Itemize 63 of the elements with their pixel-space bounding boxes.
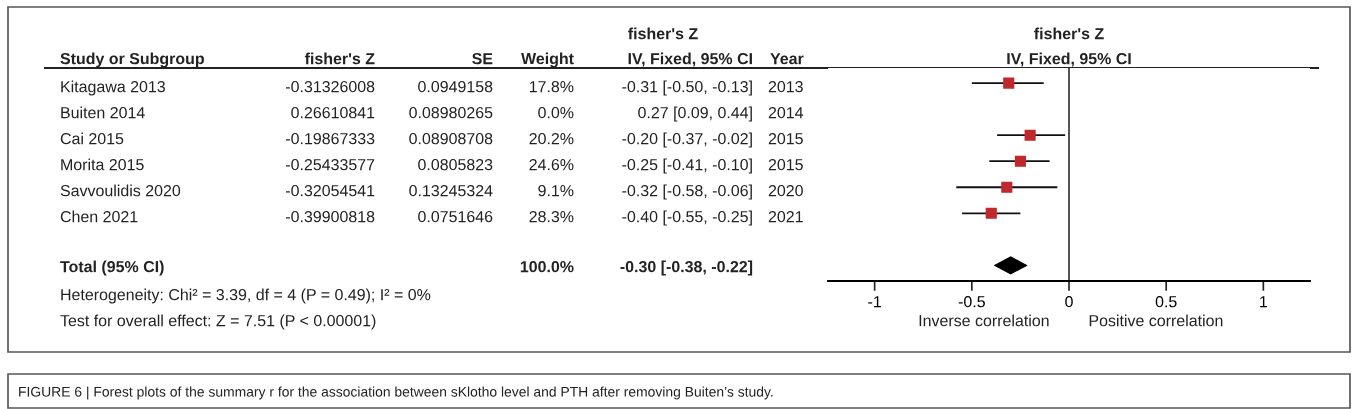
chart-subtitle: IV, Fixed, 95% CI [1007,52,1131,67]
point [1024,129,1036,141]
text: 0.08908708 [409,132,493,145]
text: -0.40 [-0.55, -0.25] [622,210,752,226]
text: -0.31 [-0.50, -0.13] [622,80,752,96]
text: -0.31326008 [286,80,375,93]
text: -0.39900818 [286,210,375,223]
text: Buiten 2014 [61,106,145,119]
text: IV, Fixed, 95% CI [628,52,752,67]
point [1001,181,1013,193]
text: 2013 [768,80,803,93]
text: 9.1% [538,184,574,197]
text: -0.30 [-0.38, -0.22] [620,260,753,276]
text: -0.32 [-0.58, -0.06] [622,184,752,200]
text: Heterogeneity: Chi² = 3.39, df = 4 (P = 0.49); I² = 0% [61,288,431,304]
text: 0.26610841 [291,106,375,119]
text: -0.20 [-0.37, -0.02] [622,132,752,148]
chart-title: fisher's Z [1034,27,1104,40]
text: 0.0805823 [418,158,493,171]
text: 24.6% [529,158,574,171]
text: 0.27 [0.09, 0.44] [638,106,752,122]
caption: FIGURE 6 | Forest plots of the summary r for the association between sKlotho level and PTH after removing Buiten’s study. [19,386,773,400]
text: Study or Subgroup [60,52,204,68]
text: 2020 [768,184,803,197]
text: 0.08980265 [409,106,493,119]
x-tick-label: -1 [868,296,881,308]
text: SE [472,52,493,65]
text: 2015 [768,132,803,145]
point [1014,155,1026,167]
text: 2014 [768,106,804,119]
text: 0.0949158 [418,80,493,93]
text: 0.13245324 [409,184,493,197]
x-tick-label: 0 [1065,296,1073,308]
point [985,207,997,219]
text: Cai 2015 [60,132,124,145]
text: 17.8% [529,80,574,93]
text: Total (95% CI) [60,260,164,276]
x-tick-label: 0.5 [1155,296,1177,308]
x-tick-label: 1 [1260,296,1268,308]
x-tick-label: -0.5 [958,296,985,308]
text: 20.2% [529,132,574,145]
text: -0.25 [-0.41, -0.10] [622,158,752,174]
text: 2021 [768,210,803,223]
text: 100.0% [520,260,574,273]
text: 28.3% [529,210,574,223]
text: fisher's Z [304,52,375,65]
text: 0.0% [538,106,574,119]
text: Positive correlation [1089,314,1223,327]
point [1003,77,1015,89]
text: Savvoulidis 2020 [60,184,181,197]
text: Inverse correlation [919,314,1049,327]
text: 2015 [768,158,803,171]
text: -0.32054541 [286,184,375,197]
text: Weight [521,52,574,68]
text: -0.19867333 [286,132,375,145]
text: fisher's Z [628,27,698,40]
text: Kitagawa 2013 [61,80,165,96]
text: Chen 2021 [60,210,138,223]
text: -0.25433577 [286,158,375,171]
text: Year [770,53,804,65]
text: Test for overall effect: Z = 7.51 (P < 0.00001) [60,314,376,330]
text: 0.0751646 [418,210,493,223]
text: Morita 2015 [61,158,144,171]
